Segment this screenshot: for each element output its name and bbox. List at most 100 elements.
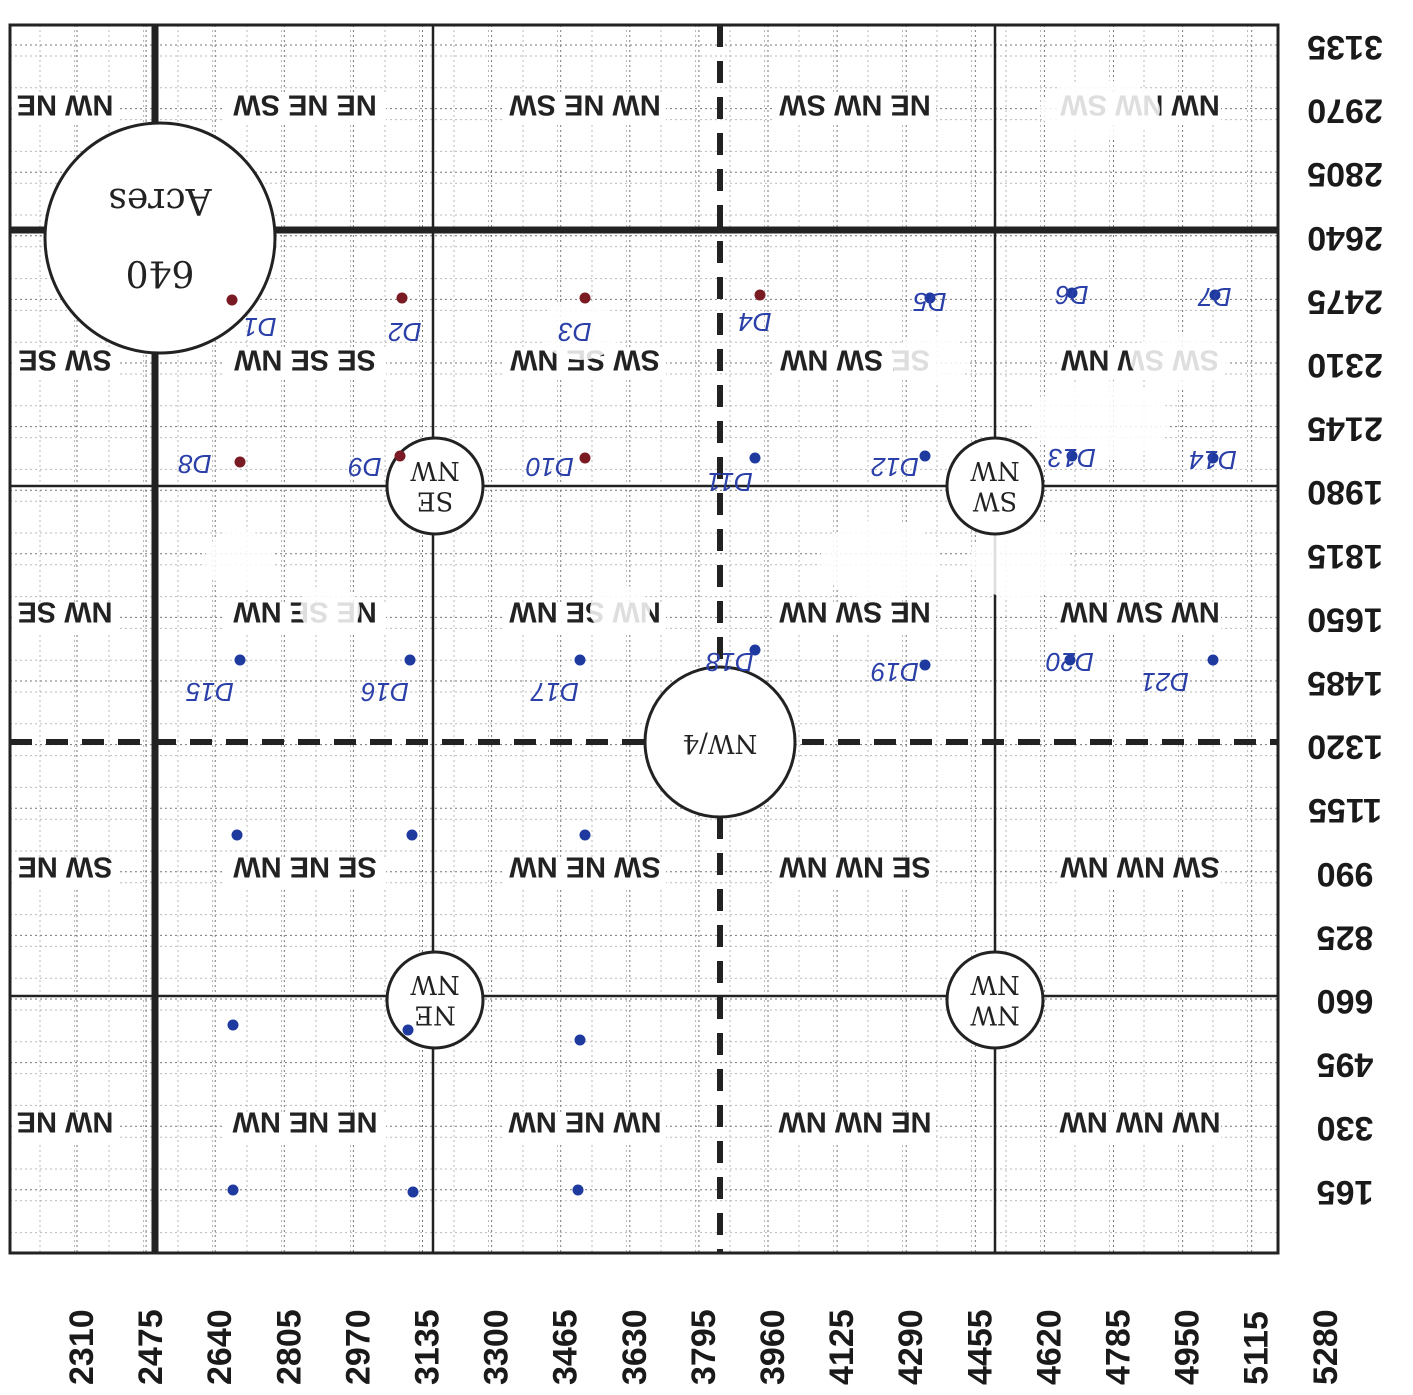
x-axis-label: 4290 <box>892 1309 930 1385</box>
aliquot-text: NE NW NW <box>778 1105 932 1137</box>
circle-line1: SW <box>972 485 1017 515</box>
well-dot <box>574 654 586 666</box>
y-axis-label: 2145 <box>1307 410 1383 448</box>
well-label-text: D21 <box>1141 667 1189 697</box>
erasure-smudge <box>1130 332 1230 388</box>
well-label-text: D5 <box>913 287 947 317</box>
erasure-marks <box>205 80 1230 635</box>
well-dot <box>579 829 591 841</box>
well-label-text: D3 <box>558 317 592 347</box>
aliquot-text: SW NE NW <box>509 850 661 882</box>
well-label-text: D6 <box>1055 280 1089 310</box>
y-axis-label: 3135 <box>1307 28 1383 66</box>
well-label: D19 <box>871 657 919 687</box>
x-axis-label: 3135 <box>408 1309 446 1385</box>
well-dot <box>919 450 931 462</box>
aliquot-text: SW SE <box>18 343 111 375</box>
circle-quarter: NW/4 <box>643 665 797 819</box>
x-axis-label: 4785 <box>1099 1309 1137 1385</box>
erasure-smudge <box>540 300 620 360</box>
circle-line1: NW/4 <box>683 728 758 758</box>
circle-line2: NW <box>970 969 1020 999</box>
aliquot-text: NE SW NW <box>779 595 931 627</box>
well-label: D17 <box>530 677 579 707</box>
y-axis-label: 2640 <box>1307 219 1383 257</box>
erasure-smudge <box>1030 380 1170 460</box>
x-axis-label: 3795 <box>685 1309 723 1385</box>
x-axis-label: 2310 <box>63 1309 101 1385</box>
well-label-text: D2 <box>388 317 422 347</box>
well-label: D18 <box>706 647 754 677</box>
y-axis-label: 165 <box>1317 1173 1374 1211</box>
aliquot-text: NE NW SW <box>779 88 931 120</box>
y-axis-label: 2805 <box>1307 155 1383 193</box>
aliquot-label: NW NE SW <box>504 88 666 125</box>
circle-shape <box>945 436 1045 536</box>
x-axis-label: 5280 <box>1307 1309 1345 1385</box>
well-dot <box>579 292 591 304</box>
circle-shape <box>43 121 277 355</box>
well-label: D3 <box>558 317 592 347</box>
aliquot-label: SW NE <box>12 850 118 887</box>
well-dot <box>394 450 406 462</box>
x-axis-label: 3300 <box>478 1309 516 1385</box>
well-dot <box>407 1186 419 1198</box>
well-dot <box>574 1034 586 1046</box>
well-label: D6 <box>1055 280 1089 310</box>
aliquot-label: SW NW NW <box>1059 850 1221 887</box>
aliquot-text: NW NE <box>17 88 114 120</box>
well-label-text: D13 <box>1048 443 1096 473</box>
well-dot <box>1066 450 1078 462</box>
well-dot <box>227 1184 239 1196</box>
aliquot-label: SE SE NW <box>224 343 386 380</box>
circle-line2: NW <box>970 455 1020 485</box>
well-label-text: D20 <box>1046 647 1094 677</box>
x-axis-label: 2640 <box>201 1309 239 1385</box>
aliquot-text: NW NE NW <box>508 1105 662 1137</box>
y-axis-label: 660 <box>1317 982 1374 1020</box>
well-dot <box>1209 289 1221 301</box>
well-label: D13 <box>1048 443 1096 473</box>
well-dot <box>234 654 246 666</box>
y-axis-label: 1650 <box>1307 600 1383 638</box>
erasure-smudge <box>820 520 940 600</box>
circle-shape <box>385 436 485 536</box>
aliquot-label: NE NE NW <box>224 1105 386 1142</box>
x-axis-label: 3630 <box>616 1309 654 1385</box>
aliquot-label: SE NW NW <box>774 850 936 887</box>
well-label: D20 <box>1046 647 1094 677</box>
erasure-smudge <box>300 585 360 635</box>
aliquot-label: NE NE SW <box>224 88 386 125</box>
aliquot-label: NW SW NW <box>1059 595 1221 632</box>
aliquot-label: NE SW NW <box>774 595 936 632</box>
x-axis-label: 4620 <box>1030 1309 1068 1385</box>
y-axis-label: 990 <box>1317 855 1374 893</box>
well-dot <box>231 829 243 841</box>
well-label-text: D18 <box>706 647 754 677</box>
well-label-text: D7 <box>1197 282 1232 312</box>
y-axis-label: 1980 <box>1307 473 1383 511</box>
aliquot-text: NE NE SW <box>233 88 377 120</box>
circle-line2: NW <box>410 969 460 999</box>
well-label: D9 <box>348 452 381 482</box>
well-dot <box>754 289 766 301</box>
erasure-smudge <box>890 335 970 385</box>
y-axis-label: 330 <box>1317 1109 1374 1147</box>
circle-shape <box>385 950 485 1050</box>
aliquot-label: SE NE NW <box>224 850 386 887</box>
well-dot <box>396 292 408 304</box>
y-axis-label: 2310 <box>1307 346 1383 384</box>
x-axis-label: 4950 <box>1169 1309 1207 1385</box>
circle-line2: NW <box>410 455 460 485</box>
y-axis-label: 1155 <box>1308 791 1382 829</box>
aliquot-text: NW SW NW <box>1060 595 1220 627</box>
aliquot-text: NW NW NW <box>1059 1105 1221 1137</box>
well-markers: D1 D2 D3 D4 D5 D6 D7 D8 D9 D10 D11 D12 D13 D14 D15 D16 D… <box>178 280 1237 1198</box>
aliquot-label: SW NE NW <box>504 850 666 887</box>
well-dot <box>1207 654 1219 666</box>
well-label: D10 <box>526 452 574 482</box>
well-label-text: D17 <box>530 677 579 707</box>
